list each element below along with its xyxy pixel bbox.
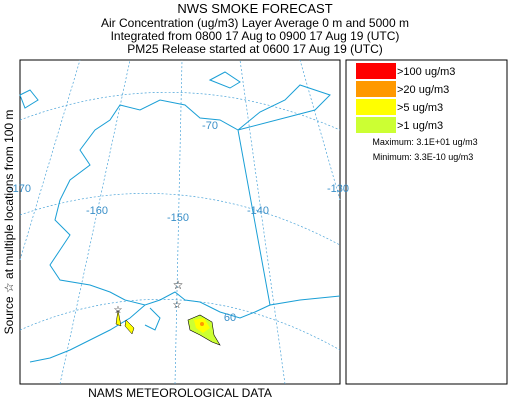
legend-swatch — [356, 117, 396, 133]
subtitle: Air Concentration (ug/m3) Layer Average … — [101, 16, 409, 30]
side-label: Source ☆ at multiple locations from 100 … — [2, 110, 16, 335]
legend-label: >100 ug/m3 — [397, 66, 455, 78]
graticule-label: -150 — [167, 212, 189, 224]
source-star: ☆ — [114, 305, 123, 316]
graticule-label: -70 — [202, 120, 218, 132]
plume: ☆ ☆ ☆ — [114, 278, 221, 346]
graticule-label: -130 — [327, 183, 349, 195]
graticule-label: -140 — [247, 205, 269, 217]
legend-frame — [345, 59, 508, 385]
graticule-label: -160 — [86, 205, 108, 217]
title: NWS SMOKE FORECAST — [177, 1, 332, 16]
graticule-label: -170 — [9, 183, 31, 195]
minimum: Minimum: 3.3E-10 ug/m3 — [373, 152, 474, 162]
coastline — [19, 71, 341, 363]
legend-label: >1 ug/m3 — [397, 120, 443, 132]
source-star: ☆ — [173, 278, 184, 292]
subtitle: PM25 Release started at 0600 17 Aug 19 (… — [127, 42, 382, 56]
legend-swatch — [356, 99, 396, 115]
source-star: ☆ — [173, 300, 182, 311]
maximum: Maximum: 3.1E+01 ug/m3 — [372, 137, 477, 147]
map-frame — [19, 59, 341, 385]
subtitle: Integrated from 0800 17 Aug to 0900 17 A… — [111, 29, 400, 43]
legend-label: >20 ug/m3 — [397, 84, 449, 96]
legend-swatch — [356, 63, 396, 79]
graticule-label: 60 — [224, 312, 236, 324]
legend-label: >5 ug/m3 — [397, 102, 443, 114]
footer: NAMS METEOROLOGICAL DATA — [88, 386, 272, 400]
graticule — [19, 59, 341, 385]
legend-swatch — [356, 81, 396, 97]
